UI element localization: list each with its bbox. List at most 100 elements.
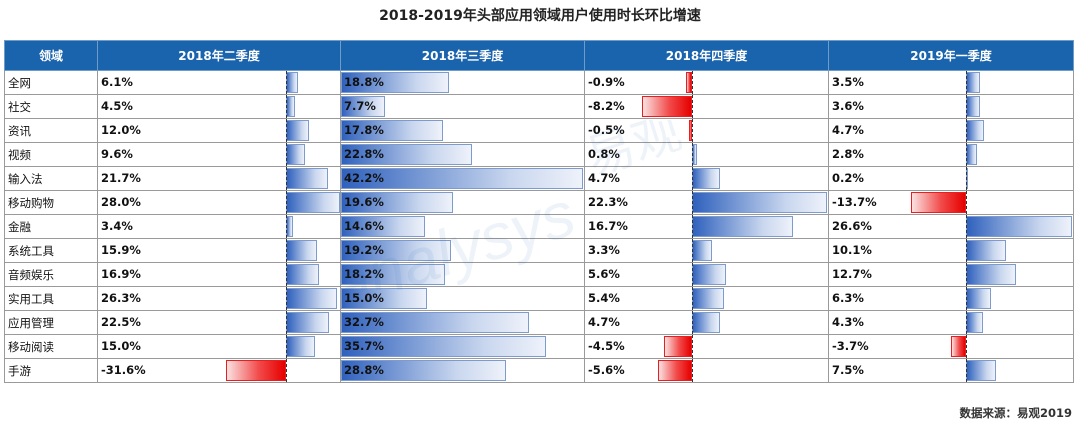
zero-axis-line <box>965 191 967 214</box>
category-label: 视频 <box>4 142 98 167</box>
category-label: 资讯 <box>4 118 98 143</box>
data-bar <box>341 120 444 141</box>
zero-axis-line <box>691 167 693 190</box>
zero-axis-line <box>965 215 967 238</box>
data-source-note: 数据来源：易观2019 <box>959 406 1072 420</box>
data-label: 6.3% <box>832 291 864 305</box>
data-bar <box>965 264 1017 285</box>
data-label: 17.8% <box>344 123 384 137</box>
data-label: 4.7% <box>588 171 620 185</box>
value-cell-q1-2019: 12.7% <box>828 262 1074 287</box>
data-bar-table: 领域 2018年二季度 2018年三季度 2018年四季度 2019年一季度 全… <box>4 40 1074 383</box>
data-bar <box>965 240 1007 261</box>
data-bar <box>341 192 454 213</box>
column-header-q4-2018: 2018年四季度 <box>584 40 829 71</box>
zero-axis-line <box>286 191 288 214</box>
value-cell-q1-2019: 3.5% <box>828 70 1074 95</box>
data-label: 19.6% <box>344 195 384 209</box>
data-bar <box>341 360 507 381</box>
data-bar <box>691 264 726 285</box>
value-cell-q3-2018: 35.7% <box>340 334 585 359</box>
data-bar <box>965 216 1072 237</box>
value-cell-q2-2018: 15.9% <box>97 238 341 263</box>
data-label: 15.0% <box>101 339 141 353</box>
value-cell-q1-2019: 4.7% <box>828 118 1074 143</box>
data-bar <box>965 288 991 309</box>
data-bar <box>286 288 337 309</box>
value-cell-q2-2018: 22.5% <box>97 310 341 335</box>
data-bar <box>341 96 386 117</box>
data-bar <box>341 168 583 189</box>
value-cell-q3-2018: 7.7% <box>340 94 585 119</box>
data-bar <box>691 192 827 213</box>
data-label: 5.6% <box>588 267 620 281</box>
data-bar <box>341 240 452 261</box>
data-bar <box>642 96 692 117</box>
data-label: 28.8% <box>344 363 384 377</box>
data-label: 0.2% <box>832 171 864 185</box>
data-label: 3.3% <box>588 243 620 257</box>
category-label: 社交 <box>4 94 98 119</box>
data-label: 35.7% <box>344 339 384 353</box>
data-label: 4.5% <box>101 99 133 113</box>
data-bar <box>965 72 980 93</box>
data-label: 7.7% <box>344 99 376 113</box>
data-bar <box>286 312 330 333</box>
zero-axis-line <box>286 143 288 166</box>
zero-axis-line <box>286 335 288 358</box>
value-cell-q3-2018: 19.6% <box>340 190 585 215</box>
value-cell-q1-2019: 2.8% <box>828 142 1074 167</box>
category-header: 领域 <box>4 40 98 71</box>
data-label: 26.6% <box>832 219 872 233</box>
table-body: 全网 6.1% 18.8% -0.9% 3.5% 社交 4.5% 7.7% -8.2% 3.6% 资… <box>4 70 1074 383</box>
value-cell-q1-2019: -3.7% <box>828 334 1074 359</box>
value-cell-q4-2018: 5.4% <box>584 286 829 311</box>
category-label: 音频娱乐 <box>4 262 98 287</box>
data-label: 15.0% <box>344 291 384 305</box>
value-cell-q4-2018: 4.7% <box>584 310 829 335</box>
table-row: 手游 -31.6% 28.8% -5.6% 7.5% <box>4 358 1074 383</box>
data-label: 21.7% <box>101 171 141 185</box>
value-cell-q1-2019: 6.3% <box>828 286 1074 311</box>
table-row: 资讯 12.0% 17.8% -0.5% 4.7% <box>4 118 1074 143</box>
data-label: 15.9% <box>101 243 141 257</box>
zero-axis-line <box>965 119 967 142</box>
table-row: 音频娱乐 16.9% 18.2% 5.6% 12.7% <box>4 262 1074 287</box>
value-cell-q2-2018: 9.6% <box>97 142 341 167</box>
data-label: -31.6% <box>101 363 146 377</box>
data-label: 6.1% <box>101 75 133 89</box>
zero-axis-line <box>965 287 967 310</box>
data-label: 5.4% <box>588 291 620 305</box>
zero-axis-line <box>965 239 967 262</box>
data-bar <box>341 144 472 165</box>
value-cell-q1-2019: 7.5% <box>828 358 1074 383</box>
data-bar <box>286 240 317 261</box>
value-cell-q2-2018: 12.0% <box>97 118 341 143</box>
data-label: 18.2% <box>344 267 384 281</box>
zero-axis-line <box>286 71 288 94</box>
zero-axis-line <box>691 335 693 358</box>
zero-axis-line <box>965 335 967 358</box>
zero-axis-line <box>286 311 288 334</box>
category-label: 应用管理 <box>4 310 98 335</box>
data-label: 4.7% <box>588 315 620 329</box>
data-label: 16.9% <box>101 267 141 281</box>
zero-axis-line <box>965 167 967 190</box>
value-cell-q2-2018: 26.3% <box>97 286 341 311</box>
data-bar <box>286 120 310 141</box>
table-row: 金融 3.4% 14.6% 16.7% 26.6% <box>4 214 1074 239</box>
data-bar <box>341 312 529 333</box>
zero-axis-line <box>286 95 288 118</box>
data-bar <box>286 96 296 117</box>
data-label: 0.8% <box>588 147 620 161</box>
table-row: 全网 6.1% 18.8% -0.9% 3.5% <box>4 70 1074 95</box>
data-bar <box>691 312 721 333</box>
data-label: 4.3% <box>832 315 864 329</box>
header-row: 领域 2018年二季度 2018年三季度 2018年四季度 2019年一季度 <box>4 40 1074 71</box>
zero-axis-line <box>965 143 967 166</box>
value-cell-q4-2018: 3.3% <box>584 238 829 263</box>
data-label: 19.2% <box>344 243 384 257</box>
data-bar <box>965 96 981 117</box>
zero-axis-line <box>965 95 967 118</box>
data-bar <box>286 168 328 189</box>
